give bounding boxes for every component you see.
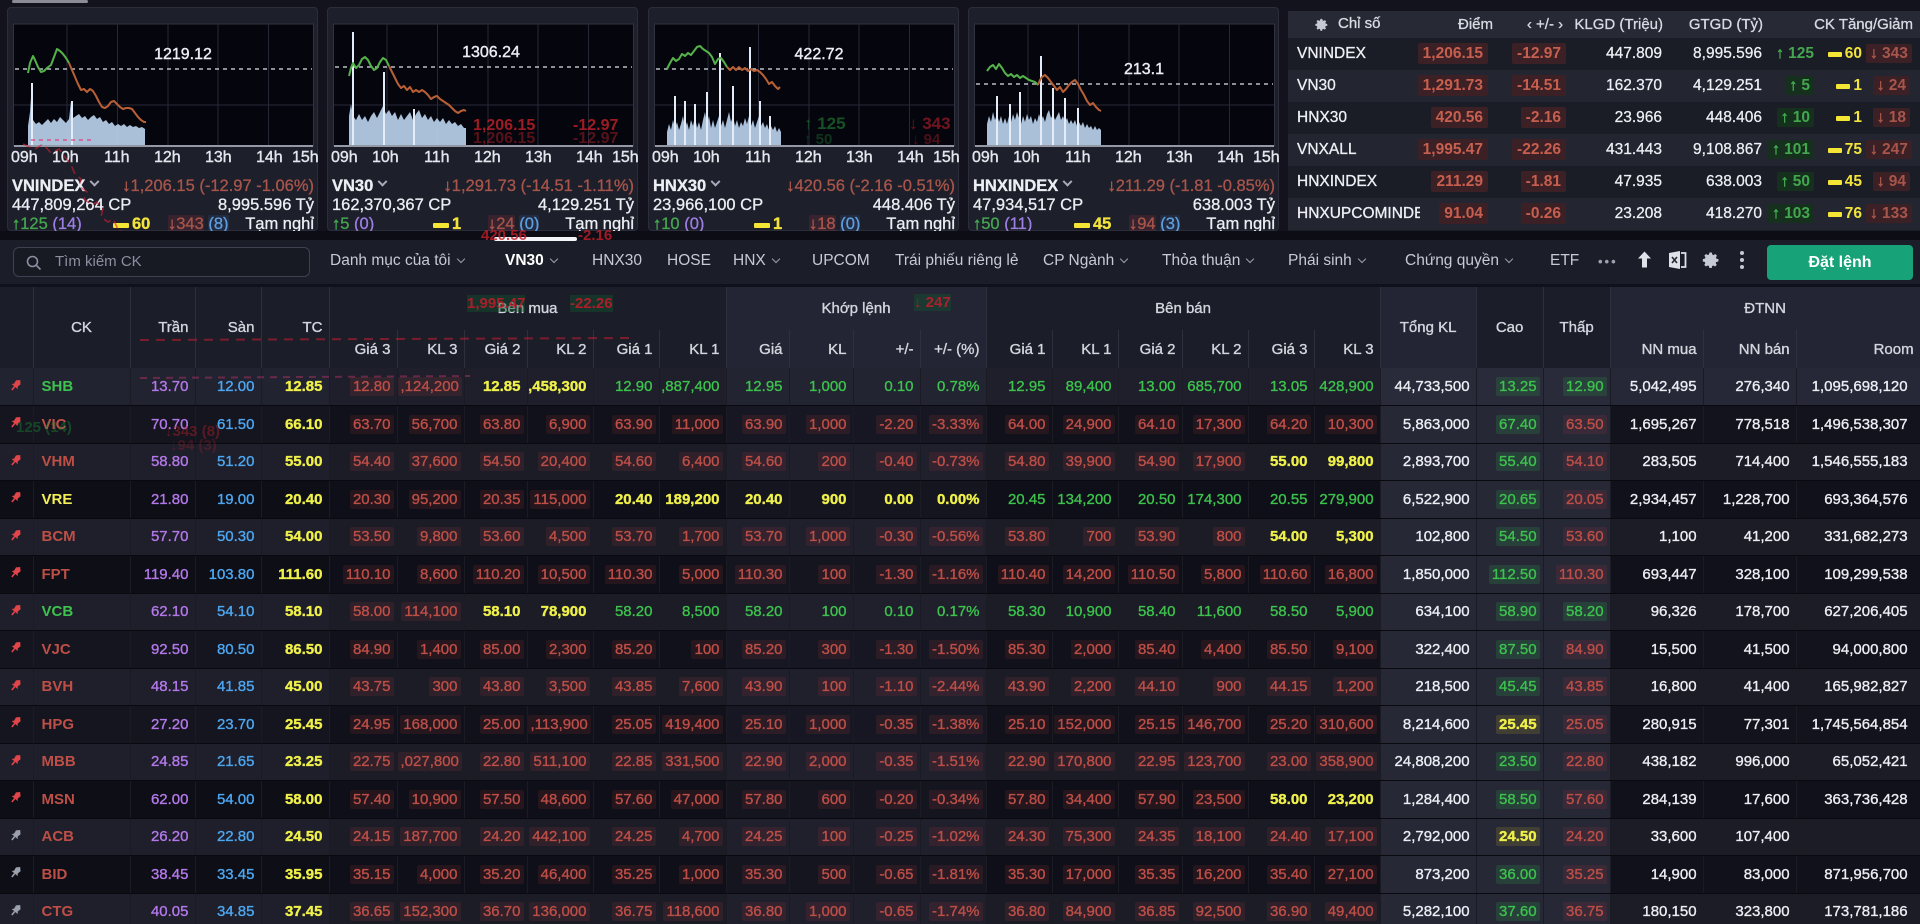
svg-text:1306.24: 1306.24	[462, 44, 520, 61]
svg-text:↓ 343: ↓ 343	[909, 114, 951, 133]
svg-text:-12.97: -12.97	[573, 130, 618, 147]
svg-text:1,206.15: 1,206.15	[473, 117, 535, 134]
svg-text:213.1: 213.1	[1124, 61, 1164, 78]
svg-text:↑ 125: ↑ 125	[804, 114, 846, 133]
svg-text:422.72: 422.72	[795, 46, 844, 63]
svg-text:↓ 94: ↓ 94	[912, 131, 941, 148]
svg-text:-12.97: -12.97	[573, 117, 618, 134]
svg-text:1219.12: 1219.12	[154, 46, 212, 63]
svg-text:↑ 50: ↑ 50	[804, 131, 832, 148]
svg-text:1,206.15: 1,206.15	[473, 130, 535, 147]
